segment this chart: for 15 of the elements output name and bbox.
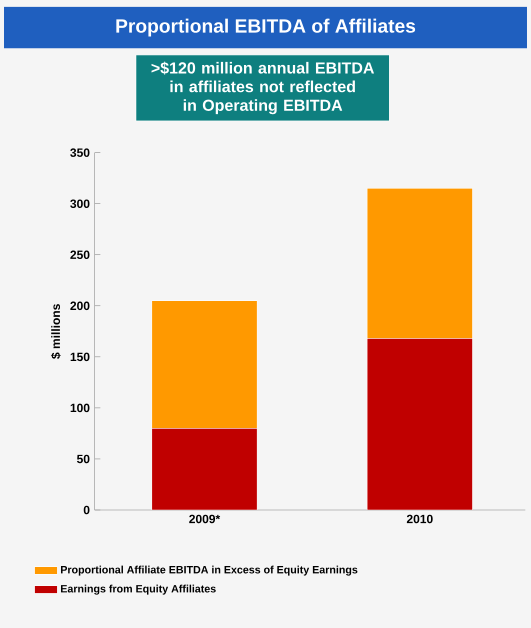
chart-title: Proportional EBITDA of Affiliates (116, 18, 416, 37)
y-tick-label: 150 (70, 352, 90, 362)
y-tick-label: 300 (70, 199, 90, 208)
y-tick-label: 100 (70, 404, 90, 412)
y-tick-label: 250 (70, 250, 90, 260)
text: >$120 million annual EBITDA in affiliates not reflected in Operating EBITDA (152, 62, 374, 114)
y-tick-label: 50 (76, 454, 90, 464)
legend-label: Earnings from Equity Affiliates (61, 584, 216, 595)
y-tick-label: 350 (70, 148, 90, 157)
y-tick-label: 200 (70, 302, 90, 310)
y-tick-label: 0 (84, 506, 90, 514)
y-axis-title: $ millions (50, 304, 61, 359)
x-tick-label: 2010 (406, 514, 433, 524)
x-tick-label: 2009* (189, 514, 220, 524)
legend-label: Proportional Affiliate EBITDA in Excess of Equity Earnings (61, 566, 358, 576)
